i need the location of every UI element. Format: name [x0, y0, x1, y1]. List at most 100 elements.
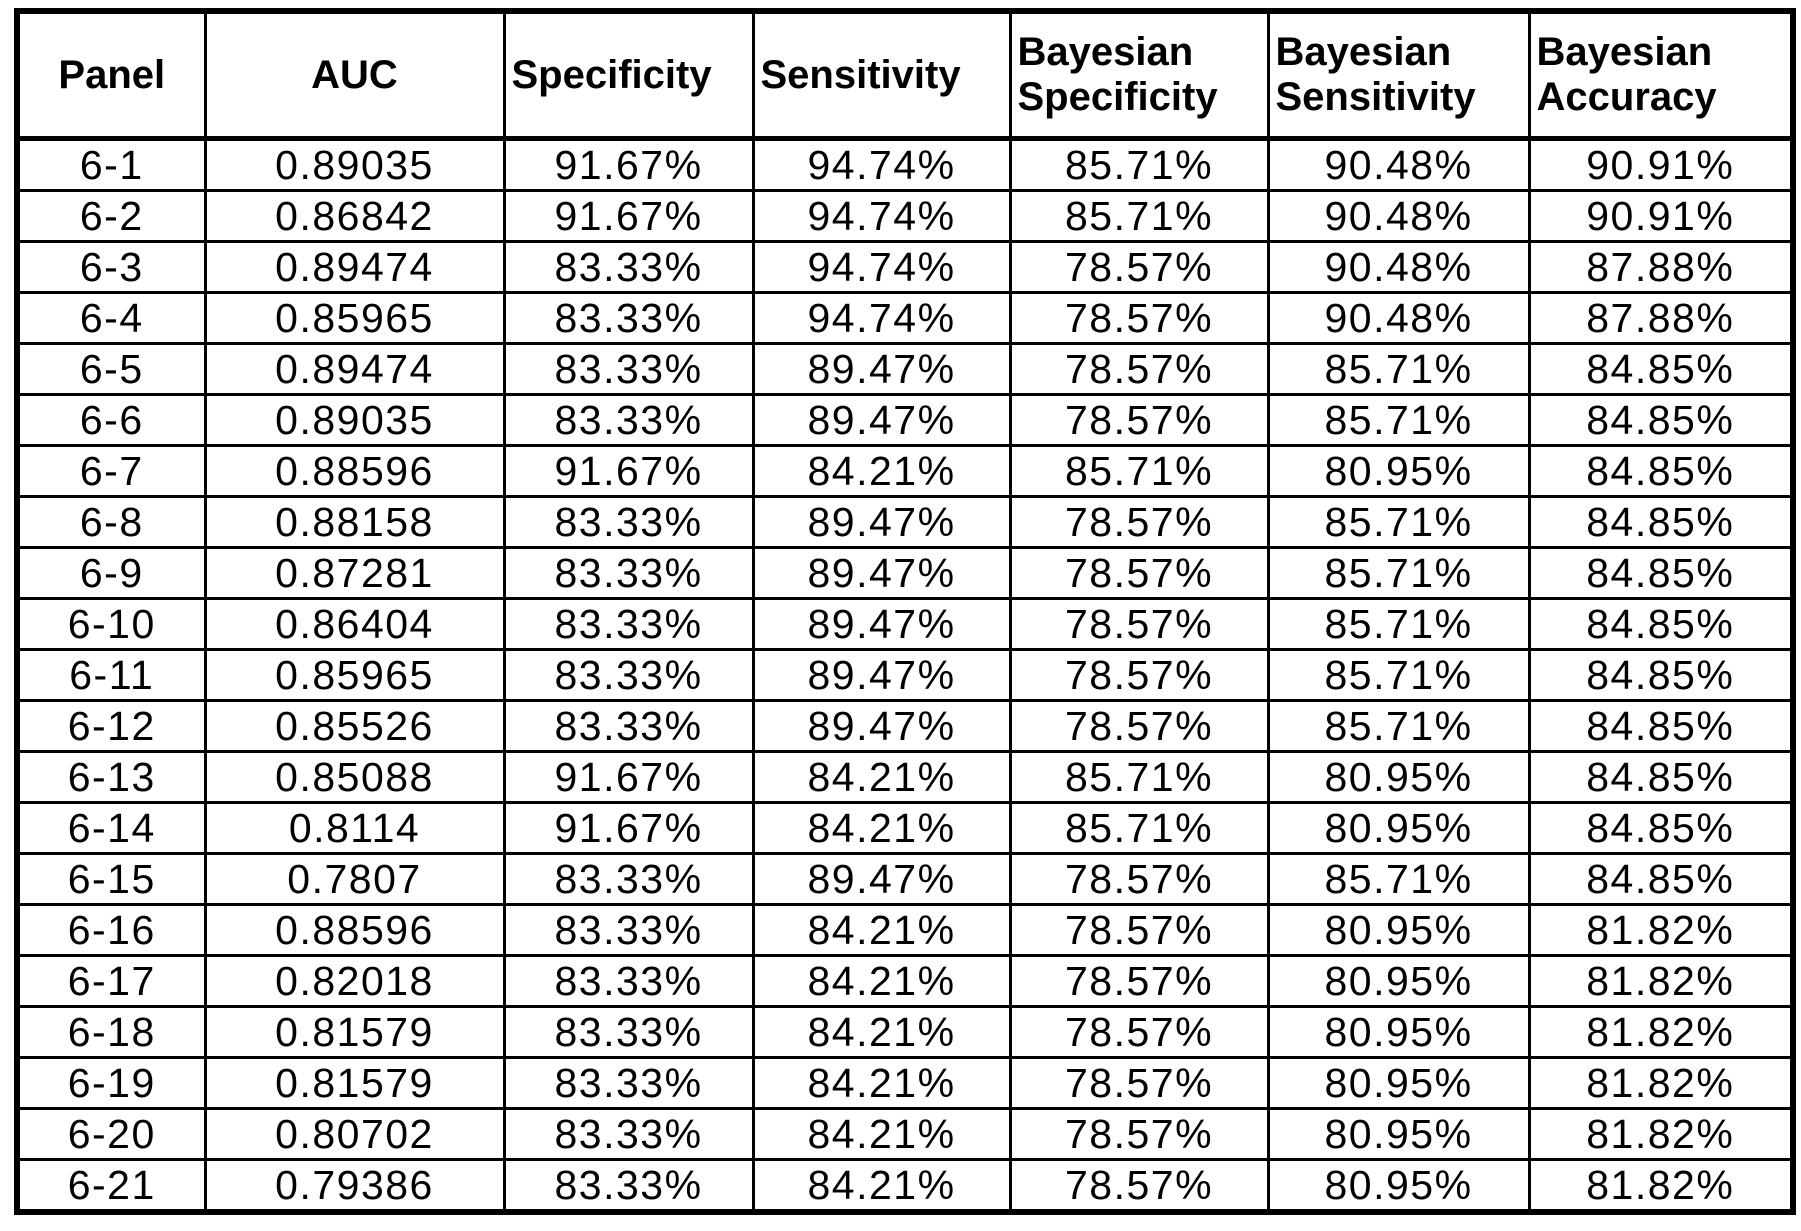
cell-bayesian-specificity: 78.57%	[1008, 495, 1270, 549]
cell-auc: 0.87281	[203, 546, 506, 600]
cell-sensitivity: 89.47%	[751, 546, 1012, 600]
cell-sensitivity: 89.47%	[751, 699, 1012, 753]
cell-bayesian-accuracy: 81.82%	[1527, 1056, 1795, 1110]
cell-panel: 6-20	[15, 1107, 207, 1161]
cell-sensitivity: 94.74%	[751, 291, 1012, 345]
cell-bayesian-sensitivity: 80.95%	[1266, 444, 1531, 498]
table-row: 6-10 0.86404 83.33% 89.47% 78.57% 85.71% 84.85…	[15, 597, 1795, 651]
cell-auc: 0.88596	[203, 444, 506, 498]
cell-auc: 0.79386	[203, 1158, 506, 1214]
cell-specificity: 83.33%	[502, 495, 755, 549]
cell-specificity: 83.33%	[502, 393, 755, 447]
cell-sensitivity: 84.21%	[751, 444, 1012, 498]
cell-panel: 6-21	[15, 1158, 207, 1214]
cell-auc: 0.85526	[203, 699, 506, 753]
cell-sensitivity: 84.21%	[751, 1158, 1012, 1214]
cell-sensitivity: 84.21%	[751, 801, 1012, 855]
cell-sensitivity: 84.21%	[751, 903, 1012, 957]
cell-bayesian-accuracy: 81.82%	[1527, 1107, 1795, 1161]
cell-bayesian-accuracy: 81.82%	[1527, 903, 1795, 957]
cell-specificity: 83.33%	[502, 597, 755, 651]
cell-specificity: 83.33%	[502, 903, 755, 957]
cell-panel: 6-5	[15, 342, 207, 396]
cell-bayesian-specificity: 78.57%	[1008, 342, 1270, 396]
cell-bayesian-specificity: 78.57%	[1008, 852, 1270, 906]
cell-auc: 0.86842	[203, 189, 506, 243]
cell-bayesian-sensitivity: 80.95%	[1266, 1158, 1531, 1214]
cell-specificity: 83.33%	[502, 1158, 755, 1214]
cell-specificity: 83.33%	[502, 1107, 755, 1161]
cell-sensitivity: 94.74%	[751, 240, 1012, 294]
cell-bayesian-specificity: 85.71%	[1008, 189, 1270, 243]
column-header-panel: Panel	[15, 9, 207, 141]
column-header-bayesian-specificity: Bayesian Specificity	[1008, 9, 1270, 141]
cell-bayesian-sensitivity: 85.71%	[1266, 393, 1531, 447]
cell-sensitivity: 84.21%	[751, 750, 1012, 804]
cell-auc: 0.89474	[203, 240, 506, 294]
cell-bayesian-sensitivity: 80.95%	[1266, 903, 1531, 957]
cell-bayesian-sensitivity: 85.71%	[1266, 597, 1531, 651]
table-row: 6-13 0.85088 91.67% 84.21% 85.71% 80.95% 84.85…	[15, 750, 1795, 804]
cell-panel: 6-18	[15, 1005, 207, 1059]
cell-panel: 6-12	[15, 699, 207, 753]
table-row: 6-20 0.80702 83.33% 84.21% 78.57% 80.95% 81.82…	[15, 1107, 1795, 1161]
cell-panel: 6-16	[15, 903, 207, 957]
cell-panel: 6-15	[15, 852, 207, 906]
cell-bayesian-sensitivity: 90.48%	[1266, 189, 1531, 243]
cell-specificity: 83.33%	[502, 1056, 755, 1110]
cell-sensitivity: 89.47%	[751, 852, 1012, 906]
table-row: 6-8 0.88158 83.33% 89.47% 78.57% 85.71% 84.85%	[15, 495, 1795, 549]
cell-panel: 6-6	[15, 393, 207, 447]
cell-auc: 0.85088	[203, 750, 506, 804]
cell-bayesian-accuracy: 84.85%	[1527, 648, 1795, 702]
cell-sensitivity: 89.47%	[751, 342, 1012, 396]
cell-sensitivity: 84.21%	[751, 1107, 1012, 1161]
cell-specificity: 83.33%	[502, 240, 755, 294]
cell-specificity: 83.33%	[502, 1005, 755, 1059]
table-row: 6-4 0.85965 83.33% 94.74% 78.57% 90.48% 87.88%	[15, 291, 1795, 345]
cell-sensitivity: 84.21%	[751, 954, 1012, 1008]
cell-sensitivity: 94.74%	[751, 189, 1012, 243]
cell-auc: 0.81579	[203, 1005, 506, 1059]
cell-auc: 0.88158	[203, 495, 506, 549]
cell-bayesian-specificity: 78.57%	[1008, 903, 1270, 957]
cell-bayesian-accuracy: 84.85%	[1527, 852, 1795, 906]
cell-panel: 6-9	[15, 546, 207, 600]
cell-bayesian-accuracy: 84.85%	[1527, 597, 1795, 651]
table-row: 6-14 0.8114 91.67% 84.21% 85.71% 80.95% 84.85%	[15, 801, 1795, 855]
cell-auc: 0.8114	[203, 801, 506, 855]
table-row: 6-5 0.89474 83.33% 89.47% 78.57% 85.71% 84.85%	[15, 342, 1795, 396]
cell-bayesian-specificity: 78.57%	[1008, 1107, 1270, 1161]
cell-auc: 0.89035	[203, 393, 506, 447]
cell-bayesian-sensitivity: 85.71%	[1266, 648, 1531, 702]
cell-bayesian-specificity: 85.71%	[1008, 137, 1270, 192]
table-row: 6-21 0.79386 83.33% 84.21% 78.57% 80.95% 81.82…	[15, 1158, 1795, 1214]
cell-bayesian-specificity: 85.71%	[1008, 444, 1270, 498]
cell-specificity: 91.67%	[502, 801, 755, 855]
cell-auc: 0.89035	[203, 137, 506, 192]
cell-auc: 0.81579	[203, 1056, 506, 1110]
cell-specificity: 83.33%	[502, 342, 755, 396]
table-row: 6-12 0.85526 83.33% 89.47% 78.57% 85.71% 84.85…	[15, 699, 1795, 753]
cell-bayesian-sensitivity: 85.71%	[1266, 546, 1531, 600]
cell-specificity: 91.67%	[502, 750, 755, 804]
cell-panel: 6-19	[15, 1056, 207, 1110]
cell-panel: 6-4	[15, 291, 207, 345]
cell-bayesian-accuracy: 84.85%	[1527, 546, 1795, 600]
cell-panel: 6-10	[15, 597, 207, 651]
cell-specificity: 83.33%	[502, 852, 755, 906]
cell-bayesian-accuracy: 84.85%	[1527, 699, 1795, 753]
table-row: 6-6 0.89035 83.33% 89.47% 78.57% 85.71% 84.85%	[15, 393, 1795, 447]
table-row: 6-1 0.89035 91.67% 94.74% 85.71% 90.48% 90.91%	[15, 137, 1795, 192]
cell-bayesian-sensitivity: 90.48%	[1266, 137, 1531, 192]
cell-specificity: 83.33%	[502, 291, 755, 345]
cell-bayesian-specificity: 78.57%	[1008, 291, 1270, 345]
cell-bayesian-specificity: 78.57%	[1008, 393, 1270, 447]
table-row: 6-11 0.85965 83.33% 89.47% 78.57% 85.71% 84.85…	[15, 648, 1795, 702]
cell-sensitivity: 84.21%	[751, 1005, 1012, 1059]
table-row: 6-18 0.81579 83.33% 84.21% 78.57% 80.95% 81.82…	[15, 1005, 1795, 1059]
cell-bayesian-sensitivity: 80.95%	[1266, 1005, 1531, 1059]
cell-panel: 6-1	[15, 137, 207, 192]
cell-specificity: 83.33%	[502, 699, 755, 753]
cell-bayesian-specificity: 78.57%	[1008, 699, 1270, 753]
